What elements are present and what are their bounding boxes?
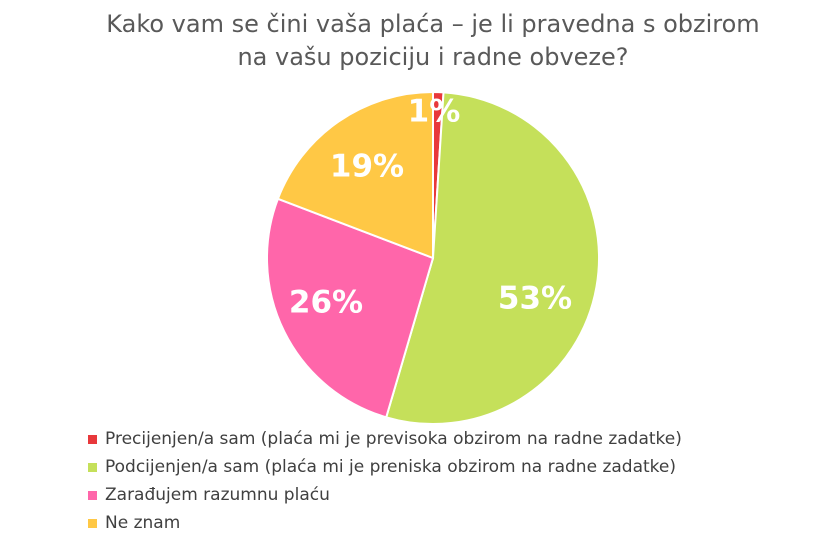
chart-title: Kako vam se čini vaša plaća – je li prav… <box>60 8 806 74</box>
legend-swatch <box>88 462 97 472</box>
legend-swatch <box>88 490 97 500</box>
slice-data-label-2: 26% <box>289 285 363 321</box>
legend-label: Zarađujem razumnu plaću <box>105 485 330 505</box>
pie-slice-3 <box>276 90 434 260</box>
pie-slice-1 <box>384 91 600 425</box>
legend-label: Ne znam <box>105 513 181 533</box>
chart-title-line-2: na vašu poziciju i radne obveze? <box>237 43 629 71</box>
slice-data-label-1: 53% <box>498 281 572 317</box>
legend-item: Ne znam <box>88 509 682 537</box>
legend-swatch <box>88 434 97 444</box>
legend-item: Zarađujem razumnu plaću <box>88 481 682 509</box>
slice-data-label-3: 19% <box>330 149 404 185</box>
pie-slice-2 <box>266 197 435 419</box>
legend-item: Podcijenjen/a sam (plaća mi je preniska … <box>88 453 682 481</box>
legend-item: Precijenjen/a sam (plaća mi je previsoka… <box>88 425 682 453</box>
slice-data-label-0: 1% <box>408 94 461 130</box>
chart-title-line-1: Kako vam se čini vaša plaća – je li prav… <box>106 10 760 38</box>
legend-label: Podcijenjen/a sam (plaća mi je preniska … <box>105 457 676 477</box>
legend-swatch <box>88 518 97 528</box>
legend: Precijenjen/a sam (plaća mi je previsoka… <box>88 425 682 537</box>
legend-label: Precijenjen/a sam (plaća mi je previsoka… <box>105 429 682 449</box>
